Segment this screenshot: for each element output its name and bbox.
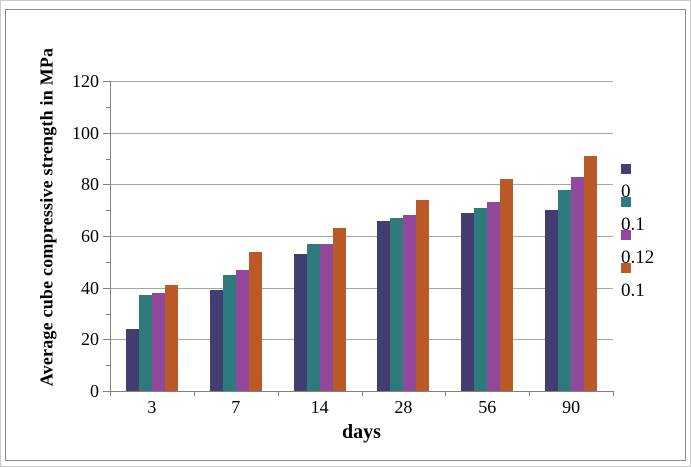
bar-7d-series-0.1: [248, 251, 262, 391]
gridline-40: [110, 287, 613, 289]
bar-90d-series-0.1: [584, 155, 598, 391]
x-tick-label-56: 56: [478, 397, 497, 417]
legend-item-0: 0: [621, 159, 635, 202]
legend-swatch-icon: [621, 263, 631, 274]
bar-90d-series-0: [545, 210, 559, 391]
legend-swatch-icon: [621, 197, 631, 208]
y-major-tick-0: [103, 391, 110, 392]
y-tick-label-0: 0: [90, 381, 99, 401]
y-minor-tick-10: [106, 365, 110, 367]
bar-90d-series-0.1: [558, 189, 572, 391]
legend-item-0.1: 0.1: [621, 192, 645, 235]
bar-3d-series-0.12: [151, 292, 165, 391]
legend-label: 0.1: [621, 214, 645, 235]
bar-3d-series-0.1: [164, 285, 178, 391]
y-major-tick-20: [103, 339, 110, 341]
x-tick-label-90: 90: [562, 397, 581, 417]
y-minor-tick-90: [106, 158, 110, 160]
y-major-tick-60: [103, 236, 110, 237]
y-tick-label-40: 40: [81, 277, 99, 298]
bar-14d-series-0: [293, 254, 307, 391]
x-tick-label-14: 14: [310, 397, 329, 417]
bar-56d-series-0.1: [474, 207, 488, 391]
y-minor-tick-30: [106, 313, 110, 315]
y-axis-line: [110, 81, 111, 392]
y-major-tick-120: [103, 81, 110, 82]
y-tick-label-80: 80: [81, 174, 99, 195]
legend-item-0.12: 0.12: [621, 225, 654, 268]
bar-28d-series-0.12: [403, 215, 417, 391]
bar-14d-series-0.1: [306, 243, 320, 391]
x-axis-title: days: [342, 421, 381, 443]
legend-swatch-icon: [621, 230, 631, 241]
bar-7d-series-0.1: [222, 274, 236, 391]
bar-56d-series-0.1: [500, 179, 514, 391]
bar-3d-series-0: [125, 329, 139, 391]
bar-28d-series-0.1: [416, 199, 430, 391]
gridline-20: [110, 339, 613, 341]
bar-14d-series-0.1: [332, 228, 346, 391]
y-tick-label-60: 60: [81, 226, 99, 246]
gridline-120: [110, 81, 613, 82]
y-major-tick-40: [103, 287, 110, 289]
x-tick-label-28: 28: [394, 397, 413, 417]
y-major-tick-100: [103, 132, 110, 134]
y-minor-tick-70: [106, 210, 110, 212]
x-axis-line: [110, 391, 614, 392]
bar-7d-series-0: [209, 290, 223, 391]
x-tick-label-7: 7: [231, 397, 241, 417]
x-boundary-tick-2: [277, 392, 279, 396]
x-boundary-tick-3: [361, 392, 363, 396]
legend-label: 0.1: [621, 280, 645, 301]
bar-28d-series-0: [377, 220, 391, 391]
legend-label: 0: [621, 181, 631, 202]
bar-56d-series-0: [461, 212, 475, 391]
gridline-60: [110, 236, 613, 237]
bar-3d-series-0.1: [138, 295, 152, 391]
x-tick-label-3: 3: [147, 397, 157, 417]
y-minor-tick-110: [106, 106, 110, 108]
y-tick-label-20: 20: [81, 329, 99, 350]
x-boundary-tick-4: [445, 392, 447, 396]
y-minor-tick-50: [106, 261, 110, 263]
y-tick-label-120: 120: [72, 71, 99, 91]
bar-7d-series-0.12: [235, 269, 249, 391]
x-boundary-tick-1: [193, 392, 195, 396]
y-major-tick-80: [103, 184, 110, 186]
y-tick-label-100: 100: [72, 122, 99, 143]
gridline-100: [110, 132, 613, 134]
x-boundary-tick-5: [529, 392, 531, 396]
x-boundary-tick-6: [613, 392, 614, 396]
bar-90d-series-0.12: [571, 176, 585, 391]
bar-14d-series-0.12: [319, 243, 333, 391]
x-boundary-tick-0: [110, 392, 111, 396]
bar-56d-series-0.12: [487, 202, 501, 391]
bar-28d-series-0.1: [390, 217, 404, 391]
gridline-80: [110, 184, 613, 186]
legend-label: 0.12: [621, 247, 655, 268]
legend-swatch-icon: [621, 164, 631, 175]
legend-item-0.1: 0.1: [621, 258, 645, 301]
